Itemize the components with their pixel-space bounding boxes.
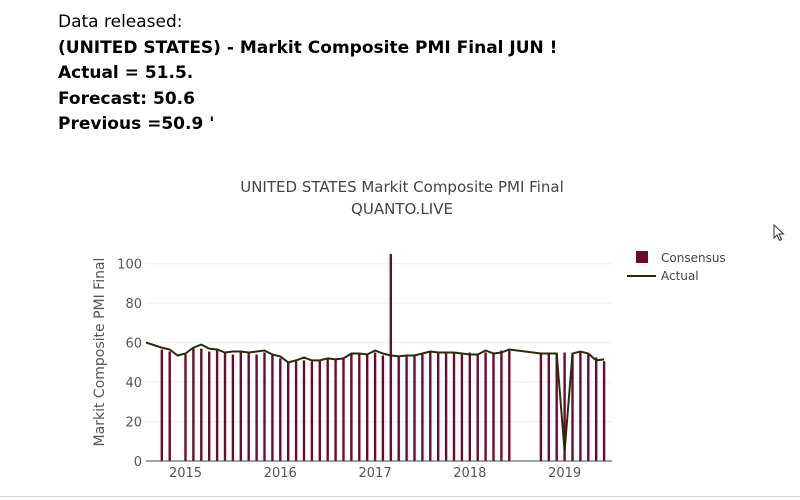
consensus-bars: [160, 253, 606, 462]
consensus-bar[interactable]: [571, 353, 574, 462]
consensus-bar[interactable]: [452, 353, 456, 462]
consensus-bar[interactable]: [381, 355, 385, 462]
consensus-bar[interactable]: [358, 354, 361, 462]
consensus-bar[interactable]: [215, 350, 219, 462]
legend-consensus-label[interactable]: Consensus: [661, 251, 726, 265]
actual-series-line: [145, 341, 605, 452]
legend: Consensus Actual: [627, 251, 726, 283]
consensus-bar[interactable]: [294, 361, 298, 461]
release-previous: Previous =50.9 ': [58, 114, 215, 134]
consensus-bar[interactable]: [342, 357, 345, 461]
consensus-bar[interactable]: [444, 352, 448, 462]
consensus-bar[interactable]: [247, 352, 250, 462]
x-tick-label: 2016: [264, 466, 297, 481]
consensus-bar[interactable]: [302, 360, 306, 461]
release-actual: Actual = 51.5.: [58, 63, 194, 83]
consensus-bar[interactable]: [271, 355, 274, 462]
y-tick-label: 40: [125, 376, 142, 391]
bottom-divider: [0, 496, 800, 497]
consensus-bar[interactable]: [350, 353, 353, 462]
release-header: Data released:: [58, 12, 183, 32]
x-tick-label: 2015: [169, 466, 202, 481]
y-tick-label: 60: [125, 337, 142, 352]
consensus-bar[interactable]: [255, 354, 258, 462]
y-tick-label: 100: [117, 258, 142, 273]
x-tick-label: 2019: [548, 466, 581, 481]
y-gridlines: [146, 263, 612, 423]
y-axis-label: Markit Composite PMI Final: [92, 258, 108, 447]
chart-title: UNITED STATES Markit Composite PMI Final: [240, 178, 564, 196]
consensus-bar[interactable]: [318, 360, 321, 461]
consensus-bar[interactable]: [397, 356, 400, 461]
consensus-bar[interactable]: [405, 355, 408, 462]
consensus-bar[interactable]: [587, 354, 590, 462]
consensus-bar[interactable]: [239, 350, 242, 462]
consensus-bar[interactable]: [460, 354, 464, 462]
consensus-bar[interactable]: [326, 359, 329, 461]
consensus-bar[interactable]: [476, 354, 479, 462]
consensus-bar[interactable]: [389, 253, 392, 461]
consensus-bar[interactable]: [547, 352, 550, 462]
x-tick-label: 2018: [453, 466, 486, 481]
consensus-bar[interactable]: [579, 352, 582, 462]
consensus-bar[interactable]: [468, 352, 471, 462]
consensus-bar[interactable]: [192, 347, 195, 461]
legend-actual-label[interactable]: Actual: [661, 269, 699, 283]
release-title: (UNITED STATES) - Markit Composite PMI F…: [58, 37, 558, 58]
consensus-bar[interactable]: [287, 362, 290, 461]
consensus-bar[interactable]: [366, 354, 369, 462]
consensus-bar[interactable]: [231, 354, 235, 462]
y-tick-label: 0: [134, 455, 142, 470]
consensus-bar[interactable]: [413, 355, 416, 462]
consensus-bar[interactable]: [373, 352, 377, 462]
consensus-bar[interactable]: [508, 350, 511, 462]
consensus-bar[interactable]: [334, 358, 337, 461]
consensus-bar[interactable]: [539, 353, 543, 462]
consensus-bar[interactable]: [421, 354, 424, 462]
x-tick-label: 2017: [359, 466, 392, 481]
consensus-bar[interactable]: [437, 353, 440, 462]
y-tick-labels: 0 20 40 60 80 100: [117, 258, 142, 470]
legend-consensus-swatch[interactable]: [636, 251, 648, 263]
consensus-bar[interactable]: [160, 349, 163, 462]
consensus-bar[interactable]: [200, 348, 203, 461]
consensus-bar[interactable]: [223, 352, 227, 462]
consensus-bar[interactable]: [279, 358, 282, 461]
release-forecast: Forecast: 50.6: [58, 88, 195, 109]
consensus-bar[interactable]: [429, 352, 432, 462]
consensus-bar[interactable]: [484, 352, 487, 462]
consensus-bar[interactable]: [492, 353, 495, 462]
consensus-bar[interactable]: [208, 351, 211, 462]
consensus-bar[interactable]: [500, 350, 503, 462]
consensus-bar[interactable]: [595, 357, 598, 461]
consensus-bar[interactable]: [310, 361, 314, 461]
consensus-bar[interactable]: [263, 352, 266, 462]
consensus-bar[interactable]: [555, 353, 558, 462]
consensus-bar[interactable]: [602, 361, 606, 461]
release-info: Data released: (UNITED STATES) - Markit …: [58, 10, 557, 138]
mouse-cursor-icon: [773, 224, 785, 242]
chart-subtitle: QUANTO.LIVE: [351, 200, 453, 218]
y-tick-label: 20: [125, 416, 142, 431]
y-tick-label: 80: [125, 297, 142, 312]
consensus-bar[interactable]: [184, 354, 187, 462]
consensus-bar[interactable]: [563, 352, 566, 462]
x-tick-labels: 2015 2016 2017 2018 2019: [169, 466, 581, 481]
consensus-bar[interactable]: [168, 351, 171, 462]
